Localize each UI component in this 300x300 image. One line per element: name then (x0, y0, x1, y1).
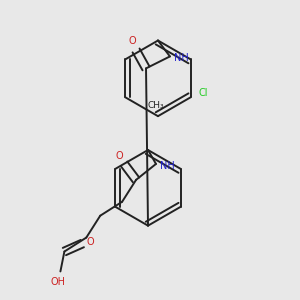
Text: OH: OH (51, 278, 66, 287)
Text: O: O (115, 151, 123, 161)
Text: NH: NH (174, 53, 189, 63)
Text: CH₃: CH₃ (148, 101, 164, 110)
Text: O: O (86, 237, 94, 247)
Text: Cl: Cl (199, 88, 208, 98)
Text: NH: NH (160, 161, 175, 171)
Text: O: O (128, 37, 136, 46)
